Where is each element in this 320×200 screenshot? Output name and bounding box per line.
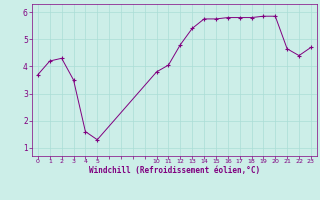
X-axis label: Windchill (Refroidissement éolien,°C): Windchill (Refroidissement éolien,°C)	[89, 166, 260, 175]
